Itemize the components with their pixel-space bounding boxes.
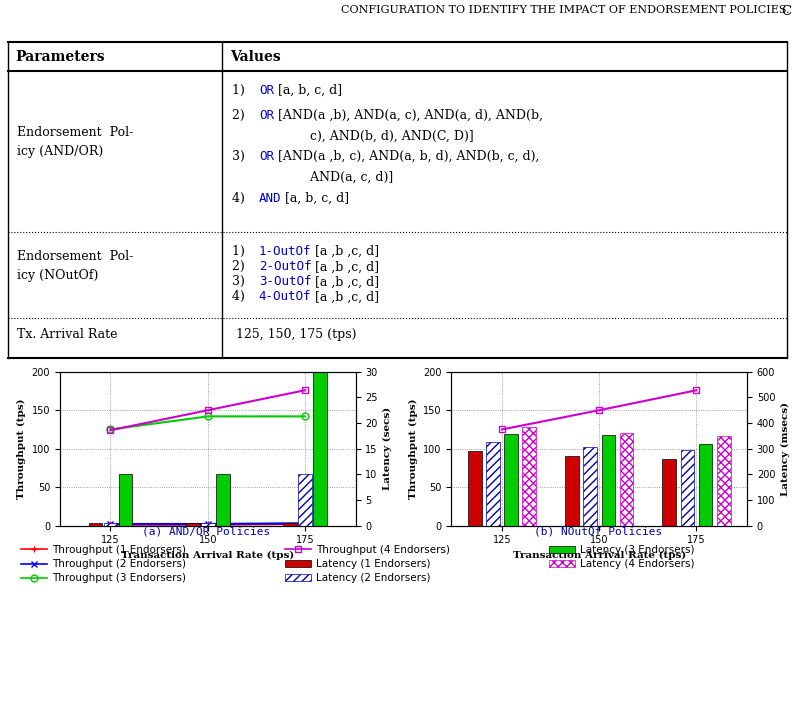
Text: OR: OR — [259, 109, 274, 122]
Text: 4): 4) — [232, 192, 252, 204]
Bar — [699, 444, 713, 526]
Y-axis label: Throughput (tps): Throughput (tps) — [408, 398, 418, 499]
Text: [a ,b ,c, d]: [a ,b ,c, d] — [311, 245, 379, 258]
Y-axis label: Latency (secs): Latency (secs) — [384, 407, 392, 490]
Text: 3): 3) — [232, 275, 252, 288]
Text: 2): 2) — [232, 260, 252, 273]
Text: Tx. Arrival Rate: Tx. Arrival Rate — [18, 328, 117, 341]
Text: Endorsement  Pol-
icy (NOutOf): Endorsement Pol- icy (NOutOf) — [18, 250, 133, 282]
Bar — [717, 436, 730, 526]
Text: [AND(a ,b, c), AND(a, b, d), AND(b, c, d),: [AND(a ,b, c), AND(a, b, d), AND(b, c, d… — [273, 150, 539, 163]
Text: 2): 2) — [232, 109, 252, 122]
Bar — [565, 456, 578, 526]
Text: OR: OR — [259, 150, 274, 163]
Bar — [468, 451, 482, 526]
Text: (b) NOutOf Policies: (b) NOutOf Policies — [534, 527, 662, 537]
Bar — [104, 523, 117, 526]
Text: 1-OutOf: 1-OutOf — [259, 245, 312, 258]
Text: [a, b, c, d]: [a, b, c, d] — [281, 192, 349, 204]
Text: (a) AND/OR Policies: (a) AND/OR Policies — [142, 527, 270, 537]
Bar — [313, 372, 327, 526]
Bar — [119, 474, 133, 526]
Bar — [216, 474, 229, 526]
Bar — [620, 433, 634, 526]
Bar — [602, 435, 615, 526]
Bar — [681, 450, 694, 526]
Text: 3): 3) — [232, 150, 252, 163]
Bar — [486, 443, 499, 526]
Y-axis label: Latency (msecs): Latency (msecs) — [781, 402, 790, 495]
Y-axis label: Throughput (tps): Throughput (tps) — [17, 398, 26, 499]
Text: Parameters: Parameters — [16, 49, 105, 64]
Text: AND(a, c, d)]: AND(a, c, d)] — [298, 171, 393, 184]
Text: CONFIGURATION TO IDENTIFY THE IMPACT OF ENDORSEMENT POLICIES.: CONFIGURATION TO IDENTIFY THE IMPACT OF … — [341, 5, 789, 15]
Text: Endorsement  Pol-
icy (AND/OR): Endorsement Pol- icy (AND/OR) — [18, 126, 133, 158]
Text: [a ,b ,c, d]: [a ,b ,c, d] — [311, 290, 379, 303]
Bar — [523, 428, 536, 526]
Text: [a ,b ,c, d]: [a ,b ,c, d] — [311, 275, 379, 288]
Text: 4-OutOf: 4-OutOf — [259, 290, 312, 303]
Text: OR: OR — [259, 84, 274, 97]
Text: 3-OutOf: 3-OutOf — [259, 275, 312, 288]
Text: [a, b, c, d]: [a, b, c, d] — [273, 84, 342, 97]
Bar — [89, 523, 102, 526]
Text: 2-OutOf: 2-OutOf — [259, 260, 312, 273]
Legend: Latency (3 Endorsers), Latency (4 Endorsers): Latency (3 Endorsers), Latency (4 Endors… — [549, 545, 694, 569]
Text: c), AND(b, d), AND(C, D)]: c), AND(b, d), AND(C, D)] — [298, 129, 474, 142]
Text: [AND(a ,b), AND(a, c), AND(a, d), AND(b,: [AND(a ,b), AND(a, c), AND(a, d), AND(b, — [273, 109, 543, 122]
Bar — [186, 523, 200, 526]
X-axis label: Transaction Arrival Rate (tps): Transaction Arrival Rate (tps) — [513, 551, 686, 560]
Bar — [662, 459, 676, 526]
Bar — [504, 434, 518, 526]
Bar — [283, 523, 296, 526]
Text: 1): 1) — [232, 245, 252, 258]
Text: 125, 150, 175 (tps): 125, 150, 175 (tps) — [232, 328, 356, 341]
Text: [a ,b ,c, d]: [a ,b ,c, d] — [311, 260, 379, 273]
X-axis label: Transaction Arrival Rate (tps): Transaction Arrival Rate (tps) — [121, 551, 294, 560]
Bar — [298, 474, 312, 526]
Text: C: C — [781, 5, 791, 18]
Text: AND: AND — [259, 192, 281, 204]
Text: Values: Values — [230, 49, 280, 64]
Text: 1): 1) — [232, 84, 252, 97]
Text: 4): 4) — [232, 290, 252, 303]
Bar — [583, 447, 597, 526]
Bar — [201, 523, 215, 526]
